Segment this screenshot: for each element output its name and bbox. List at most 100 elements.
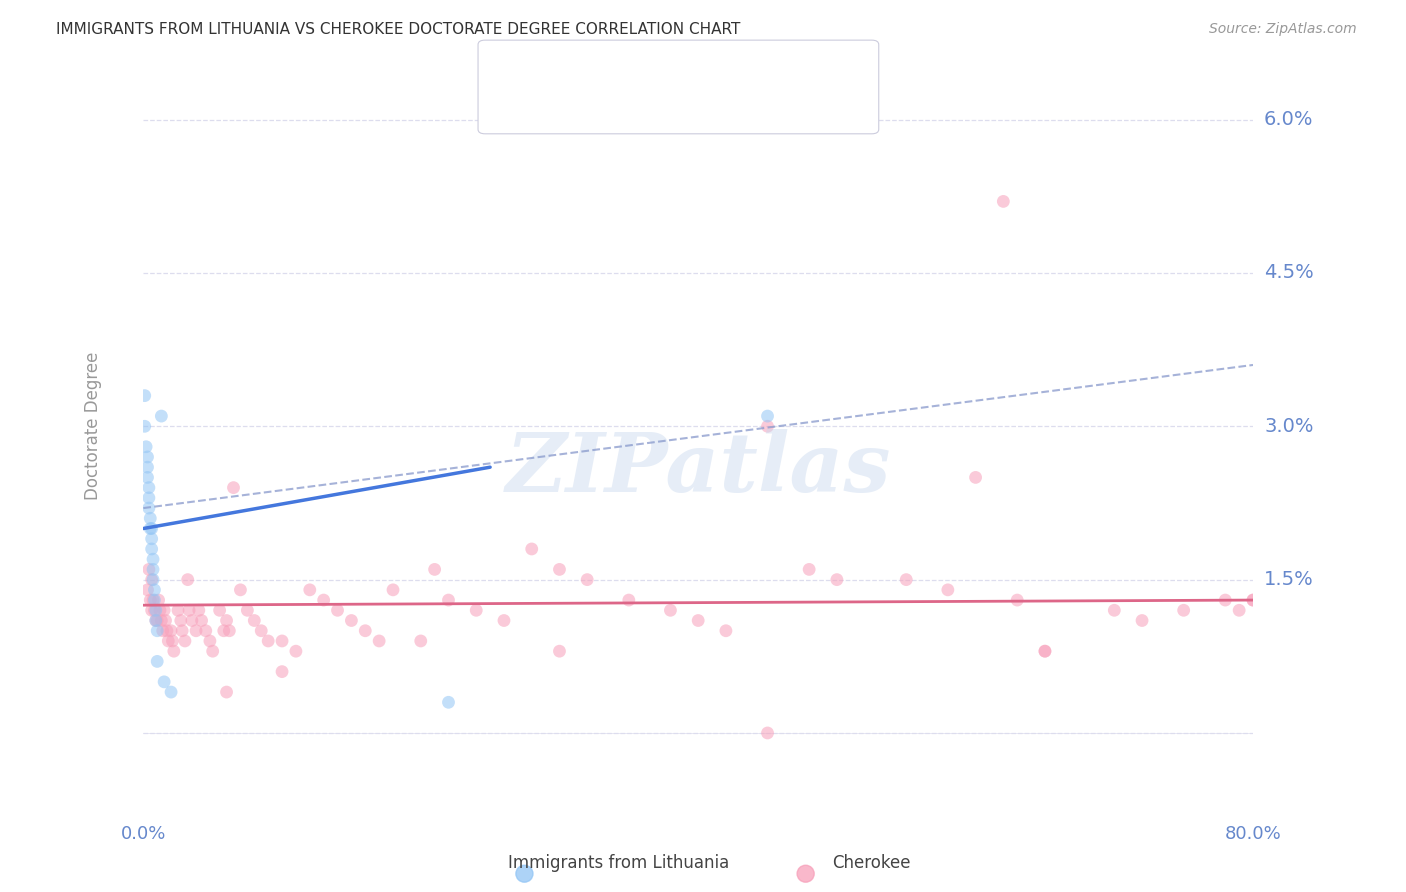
Point xyxy=(243,614,266,628)
Point xyxy=(141,573,163,587)
Point xyxy=(174,634,197,648)
Text: 4.5%: 4.5% xyxy=(1264,263,1313,283)
Text: Source: ZipAtlas.com: Source: ZipAtlas.com xyxy=(1209,22,1357,37)
Point xyxy=(142,562,165,576)
Point xyxy=(145,614,167,628)
Point xyxy=(194,624,217,638)
Point xyxy=(465,603,488,617)
Point xyxy=(142,573,165,587)
Point xyxy=(143,603,166,617)
Point xyxy=(218,624,240,638)
Point xyxy=(142,593,165,607)
Point xyxy=(142,552,165,566)
Point xyxy=(146,654,169,668)
Point xyxy=(1104,603,1126,617)
Point xyxy=(170,614,193,628)
Point xyxy=(298,582,321,597)
Point xyxy=(1033,644,1056,658)
Point xyxy=(250,624,273,638)
Point xyxy=(271,665,294,679)
Point xyxy=(368,634,391,648)
Point xyxy=(756,409,779,423)
Circle shape xyxy=(501,97,523,119)
Point xyxy=(312,593,335,607)
Point xyxy=(180,614,202,628)
Point xyxy=(139,522,162,536)
Point xyxy=(136,470,159,484)
Text: ZIPatlas: ZIPatlas xyxy=(505,429,891,509)
Point xyxy=(145,603,167,617)
Point xyxy=(382,582,405,597)
Point xyxy=(139,511,162,525)
Point xyxy=(284,644,307,658)
Point xyxy=(157,634,180,648)
Point xyxy=(1213,593,1236,607)
Text: R = 0.099   N = 28: R = 0.099 N = 28 xyxy=(538,55,709,73)
Point xyxy=(136,460,159,475)
Point xyxy=(548,562,571,576)
Point xyxy=(437,593,460,607)
Point xyxy=(172,624,194,638)
Point xyxy=(492,614,515,628)
Point xyxy=(198,634,221,648)
Text: 3.0%: 3.0% xyxy=(1264,417,1313,436)
Point xyxy=(152,624,174,638)
Point xyxy=(179,603,201,617)
Point xyxy=(184,624,207,638)
Point xyxy=(136,450,159,464)
Text: 80.0%: 80.0% xyxy=(1225,825,1281,843)
Point xyxy=(156,624,179,638)
Point xyxy=(160,685,183,699)
Point xyxy=(354,624,377,638)
Point xyxy=(150,409,173,423)
Point xyxy=(139,593,162,607)
Point xyxy=(177,573,200,587)
Point xyxy=(138,491,160,505)
Point xyxy=(271,634,294,648)
Point xyxy=(141,541,163,556)
Text: 0.0%: 0.0% xyxy=(121,825,166,843)
Point xyxy=(896,573,918,587)
Point xyxy=(141,522,163,536)
Point xyxy=(797,562,820,576)
Point xyxy=(1130,614,1153,628)
Point xyxy=(141,603,163,617)
Point xyxy=(143,582,166,597)
Point xyxy=(160,624,183,638)
Point xyxy=(756,419,779,434)
Point xyxy=(617,593,640,607)
Point xyxy=(136,582,159,597)
Text: Cherokee: Cherokee xyxy=(832,855,911,872)
Text: Immigrants from Lithuania: Immigrants from Lithuania xyxy=(508,855,730,872)
Point xyxy=(134,419,156,434)
Point xyxy=(212,624,235,638)
Point xyxy=(167,603,190,617)
Point xyxy=(659,603,682,617)
Point xyxy=(1005,593,1028,607)
Point xyxy=(993,194,1015,209)
Point xyxy=(134,389,156,403)
Point xyxy=(936,582,959,597)
Point xyxy=(201,644,224,658)
Point xyxy=(215,685,238,699)
Point xyxy=(714,624,737,638)
Circle shape xyxy=(797,865,814,882)
Text: 6.0%: 6.0% xyxy=(1264,110,1313,129)
Text: IMMIGRANTS FROM LITHUANIA VS CHEROKEE DOCTORATE DEGREE CORRELATION CHART: IMMIGRANTS FROM LITHUANIA VS CHEROKEE DO… xyxy=(56,22,741,37)
Point xyxy=(756,726,779,740)
Point xyxy=(825,573,848,587)
Point xyxy=(340,614,363,628)
Point xyxy=(135,440,157,454)
Point xyxy=(146,614,169,628)
Circle shape xyxy=(501,54,523,77)
Point xyxy=(1227,603,1250,617)
Point xyxy=(153,603,176,617)
Point xyxy=(1033,644,1056,658)
Point xyxy=(143,593,166,607)
Point xyxy=(138,481,160,495)
Point xyxy=(1173,603,1195,617)
Point xyxy=(229,582,252,597)
Point xyxy=(520,541,543,556)
Point xyxy=(141,532,163,546)
Text: Doctorate Degree: Doctorate Degree xyxy=(84,352,103,500)
